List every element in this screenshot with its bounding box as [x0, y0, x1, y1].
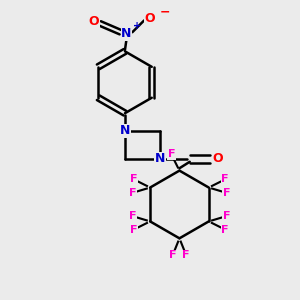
- Text: F: F: [129, 211, 136, 221]
- Text: O: O: [89, 15, 99, 28]
- Text: F: F: [221, 225, 229, 235]
- Text: N: N: [121, 27, 132, 40]
- Text: N: N: [120, 124, 130, 137]
- Text: F: F: [129, 188, 136, 198]
- Text: O: O: [212, 152, 223, 165]
- Text: N: N: [155, 152, 166, 165]
- Text: F: F: [223, 211, 230, 221]
- Text: F: F: [130, 225, 137, 235]
- Text: F: F: [167, 149, 175, 159]
- Text: −: −: [160, 6, 170, 19]
- Text: O: O: [145, 13, 155, 26]
- Text: F: F: [169, 250, 176, 260]
- Text: F: F: [221, 174, 229, 184]
- Text: F: F: [223, 188, 230, 198]
- Text: +: +: [133, 21, 141, 31]
- Text: F: F: [182, 250, 190, 260]
- Text: F: F: [130, 174, 137, 184]
